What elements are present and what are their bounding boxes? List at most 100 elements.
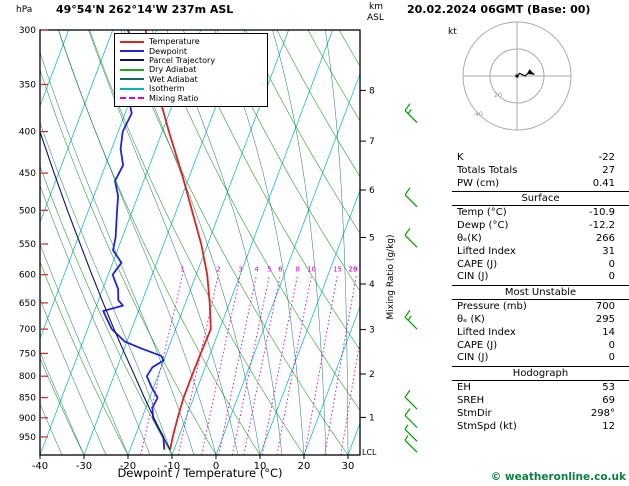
svg-text:750: 750 xyxy=(19,349,36,359)
legend-swatch xyxy=(120,97,144,100)
svg-text:350: 350 xyxy=(19,80,36,90)
index-row: CAPE (J) 0 xyxy=(452,259,629,272)
temperature-curve xyxy=(144,30,212,450)
svg-text:20: 20 xyxy=(298,461,311,472)
legend-label: Isotherm xyxy=(149,84,185,94)
index-row: Pressure (mb) 700 xyxy=(452,301,629,314)
svg-text:450: 450 xyxy=(19,169,36,179)
legend-item: Wet Adiabat xyxy=(120,75,262,84)
temperature-axis: -40 -30 -20 -10 0 10 20 30 xyxy=(32,455,355,472)
index-value: 53 xyxy=(602,382,615,394)
svg-text:3: 3 xyxy=(238,266,242,274)
index-row: Totals Totals 27 xyxy=(452,165,629,178)
legend-item: Temperature xyxy=(120,37,262,46)
svg-text:2: 2 xyxy=(369,370,375,380)
legend: Temperature Dewpoint Parcel Trajectory Dry … xyxy=(114,33,268,107)
plot-border xyxy=(39,29,361,456)
index-label: PW (cm) xyxy=(457,177,500,189)
index-row: Lifted Index 31 xyxy=(452,246,629,259)
svg-text:15: 15 xyxy=(333,266,342,274)
svg-text:600: 600 xyxy=(19,271,36,281)
dewpoint-curve xyxy=(102,30,166,450)
index-label: Temp (°C) xyxy=(457,207,507,219)
index-row: PW (cm) 0.41 xyxy=(452,178,629,191)
legend-item: Dry Adiabat xyxy=(120,65,262,74)
svg-text:-10: -10 xyxy=(164,461,180,472)
index-label: CIN (J) xyxy=(457,271,489,283)
index-row: Temp (°C) -10.9 xyxy=(452,207,629,220)
svg-text:3: 3 xyxy=(369,326,375,336)
index-value: 0 xyxy=(608,258,615,270)
km-axis: 1 2 3 4 5 6 7 8 xyxy=(360,86,375,423)
svg-text:0: 0 xyxy=(213,461,219,472)
lcl-label: LCL xyxy=(362,448,377,457)
section-header: Hodograph xyxy=(452,366,629,382)
index-value: 266 xyxy=(595,232,615,244)
legend-item: Mixing Ratio xyxy=(120,93,262,103)
section-header: Most Unstable xyxy=(452,285,629,301)
index-label: θₑ(K) xyxy=(457,232,482,244)
plot-background xyxy=(40,30,360,455)
svg-text:800: 800 xyxy=(19,372,36,382)
index-label: Lifted Index xyxy=(457,245,516,257)
km-axis-unit: km xyxy=(369,2,383,12)
hodograph: 20 40 kt xyxy=(448,21,572,131)
legend-swatch xyxy=(120,78,144,81)
mixing-ratio-lines xyxy=(140,274,360,455)
skewt-diagram: 1 2 3 4 5 6 8 10 15 20253003504004505005506006507… xyxy=(19,26,418,472)
index-row: CIN (J) 0 xyxy=(452,352,629,365)
index-label: Pressure (mb) xyxy=(457,301,527,313)
index-label: Dewp (°C) xyxy=(457,220,509,232)
svg-text:500: 500 xyxy=(19,206,36,216)
pressure-axis: 300 350 400 450 500 550 600 650 700 750 800 850 900 9… xyxy=(19,26,48,443)
index-row: StmSpd (kt) 12 xyxy=(452,421,629,434)
index-label: Lifted Index xyxy=(457,326,516,338)
index-value: -10.9 xyxy=(589,207,615,219)
svg-text:4: 4 xyxy=(369,280,375,290)
index-value: 295 xyxy=(595,313,615,325)
svg-text:-30: -30 xyxy=(76,461,92,472)
legend-swatch xyxy=(120,68,144,71)
index-value: 0 xyxy=(608,352,615,364)
section-header: Surface xyxy=(452,191,629,207)
legend-label: Mixing Ratio xyxy=(149,93,199,103)
svg-text:650: 650 xyxy=(19,299,36,309)
index-row: Lifted Index 14 xyxy=(452,327,629,340)
index-label: CAPE (J) xyxy=(457,258,498,270)
index-value: 14 xyxy=(602,326,615,338)
index-label: Totals Totals xyxy=(457,164,518,176)
svg-text:400: 400 xyxy=(19,128,36,138)
index-value: 0 xyxy=(608,339,615,351)
index-row: K -22 xyxy=(452,152,629,165)
index-value: 27 xyxy=(602,164,615,176)
legend-label: Parcel Trajectory xyxy=(149,55,216,65)
svg-text:30: 30 xyxy=(342,461,355,472)
copyright: © weatheronline.co.uk xyxy=(490,471,626,483)
wind-barbs xyxy=(404,103,418,453)
svg-text:10: 10 xyxy=(307,266,316,274)
km-axis-ref: ASL xyxy=(367,13,384,23)
index-value: 0 xyxy=(608,271,615,283)
svg-text:850: 850 xyxy=(19,394,36,404)
storm-motion-arrow xyxy=(527,69,535,75)
svg-text:-40: -40 xyxy=(32,461,48,472)
station-title: 49°54'N 262°14'W 237m ASL xyxy=(56,3,234,16)
svg-text:20: 20 xyxy=(349,266,358,274)
svg-text:2: 2 xyxy=(216,266,220,274)
legend-label: Dewpoint xyxy=(149,46,188,56)
index-label: CIN (J) xyxy=(457,352,489,364)
index-label: StmDir xyxy=(457,407,492,419)
svg-text:300: 300 xyxy=(19,26,36,36)
index-row: θₑ (K) 295 xyxy=(452,314,629,327)
index-row: SREH 69 xyxy=(452,395,629,408)
mixing-ratio-axis-label: Mixing Ratio (g/kg) xyxy=(386,234,396,319)
legend-item: Parcel Trajectory xyxy=(120,56,262,65)
svg-text:950: 950 xyxy=(19,433,36,443)
legend-item: Dewpoint xyxy=(120,46,262,56)
legend-swatch xyxy=(120,40,144,43)
svg-text:1: 1 xyxy=(369,413,375,423)
datetime-title: 20.02.2024 06GMT (Base: 00) xyxy=(407,3,591,16)
svg-text:1: 1 xyxy=(180,266,184,274)
index-row: Dewp (°C) -12.2 xyxy=(452,220,629,233)
